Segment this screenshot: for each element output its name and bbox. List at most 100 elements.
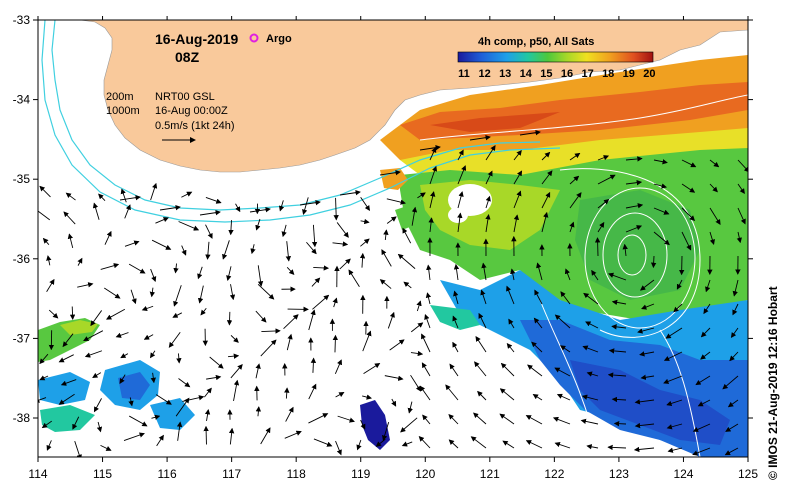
colorbar-ticks: 11 12 13 14 15 16 17 18 19 20 <box>458 68 655 80</box>
velocity-arrow <box>172 312 183 318</box>
velocity-arrow <box>333 197 339 221</box>
velocity-arrow <box>622 243 628 257</box>
velocity-arrow <box>681 231 692 251</box>
velocity-arrow <box>410 374 421 392</box>
velocity-arrow <box>204 409 211 421</box>
velocity-arrow <box>531 341 543 353</box>
velocity-arrow <box>650 255 657 269</box>
velocity-arrow <box>448 439 459 449</box>
velocity-arrow <box>402 227 412 244</box>
velocity-arrow <box>700 327 711 338</box>
velocity-arrow <box>72 416 80 430</box>
x-tick-label: 114 <box>28 467 47 481</box>
velocity-arrow <box>724 447 739 456</box>
credit-text: © IMOS 21-Aug-2019 12:16 Hobart <box>766 286 780 480</box>
velocity-arrow <box>532 394 543 401</box>
velocity-arrow <box>151 414 161 420</box>
velocity-arrow <box>313 438 333 447</box>
velocity-arrow <box>582 345 599 353</box>
velocity-arrow <box>255 406 262 417</box>
velocity-arrow <box>228 220 234 236</box>
velocity-arrow <box>120 353 129 359</box>
velocity-arrow <box>653 183 667 189</box>
velocity-arrow <box>299 199 321 206</box>
velocity-arrow <box>663 375 683 384</box>
velocity-arrow <box>156 434 164 447</box>
velocity-arrow <box>510 268 516 281</box>
velocity-arrow <box>155 217 169 224</box>
velocity-arrow <box>429 191 436 209</box>
velocity-arrow <box>513 170 523 185</box>
velocity-arrow <box>197 285 204 304</box>
colorbar-tick-label: 11 <box>458 68 470 80</box>
velocity-arrow <box>485 145 496 161</box>
velocity-arrow <box>554 314 571 329</box>
velocity-arrow <box>666 399 683 406</box>
velocity-arrow <box>457 191 464 209</box>
velocity-arrow <box>695 375 711 386</box>
velocity-arrow <box>709 231 715 245</box>
velocity-arrow <box>607 444 627 451</box>
velocity-arrow <box>205 241 211 260</box>
velocity-arrow <box>286 333 293 351</box>
y-tick-label: -37 <box>13 331 31 345</box>
velocity-arrow <box>591 269 599 281</box>
velocity-arrow <box>499 413 515 425</box>
velocity-arrow <box>65 192 76 201</box>
velocity-arrow <box>391 398 397 407</box>
velocity-arrow <box>260 427 271 445</box>
velocity-arrow <box>569 152 581 161</box>
altimetry-label: NRT00 GSL <box>155 91 215 103</box>
velocity-arrow <box>700 351 711 360</box>
velocity-arrow <box>569 175 580 185</box>
velocity-arrow <box>383 229 389 241</box>
velocity-arrow <box>360 218 370 225</box>
y-tick-label: -34 <box>13 93 31 107</box>
velocity-arrow <box>63 211 76 225</box>
velocity-arrow <box>429 146 437 161</box>
velocity-arrow <box>379 169 401 176</box>
velocity-arrow <box>445 384 459 401</box>
velocity-arrow <box>250 244 256 255</box>
velocity-arrow <box>332 334 339 353</box>
velocity-arrow <box>255 218 261 231</box>
velocity-arrow <box>141 305 154 312</box>
velocity-arrow <box>143 334 154 340</box>
velocity-arrow <box>727 399 739 408</box>
velocity-arrow <box>737 159 748 173</box>
velocity-arrow <box>360 238 370 247</box>
velocity-arrow <box>425 292 432 305</box>
velocity-arrow <box>639 279 655 291</box>
velocity-arrow <box>60 379 77 386</box>
velocity-arrow <box>480 289 487 305</box>
velocity-arrow <box>285 406 294 422</box>
velocity-arrow <box>513 190 522 209</box>
velocity-arrow <box>362 330 372 352</box>
plot-frame <box>37 19 749 458</box>
velocity-arrow <box>284 430 302 439</box>
velocity-arrow <box>255 363 261 379</box>
velocity-arrow <box>150 350 156 359</box>
velocity-arrow <box>222 240 230 260</box>
velocity-arrow <box>737 183 745 195</box>
velocity-arrow <box>559 345 571 353</box>
velocity-arrow <box>525 415 543 425</box>
velocity-arrow <box>569 221 575 233</box>
velocity-arrow <box>178 221 200 231</box>
velocity-arrow <box>339 258 351 270</box>
velocity-arrow <box>178 378 191 388</box>
velocity-arrow <box>332 241 349 247</box>
velocity-arrow <box>233 379 240 402</box>
sea-level-contours <box>419 94 748 457</box>
velocity-arrow <box>583 292 599 305</box>
velocity-arrow <box>421 333 431 353</box>
velocity-arrow <box>124 204 131 219</box>
velocity-arrow <box>58 354 74 363</box>
velocity-arrow <box>564 268 571 281</box>
argo-label: Argo <box>266 33 292 45</box>
colorbar-tick-label: 17 <box>581 68 593 80</box>
velocity-arrow <box>104 287 121 299</box>
velocity-arrow <box>308 309 316 331</box>
velocity-arrow <box>228 427 235 445</box>
